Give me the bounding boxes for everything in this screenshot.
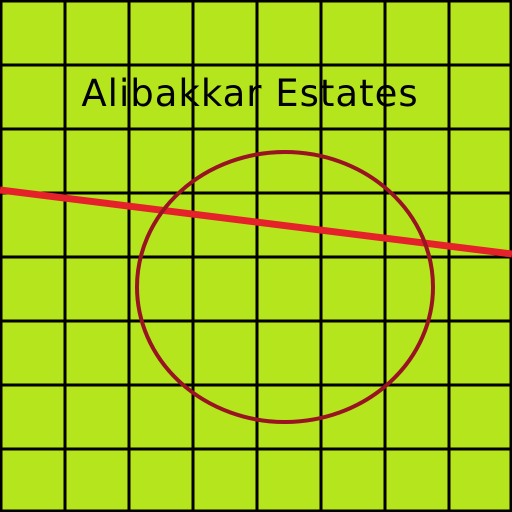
estate-map: Alibakkar Estates bbox=[0, 0, 512, 512]
map-canvas bbox=[0, 0, 512, 512]
